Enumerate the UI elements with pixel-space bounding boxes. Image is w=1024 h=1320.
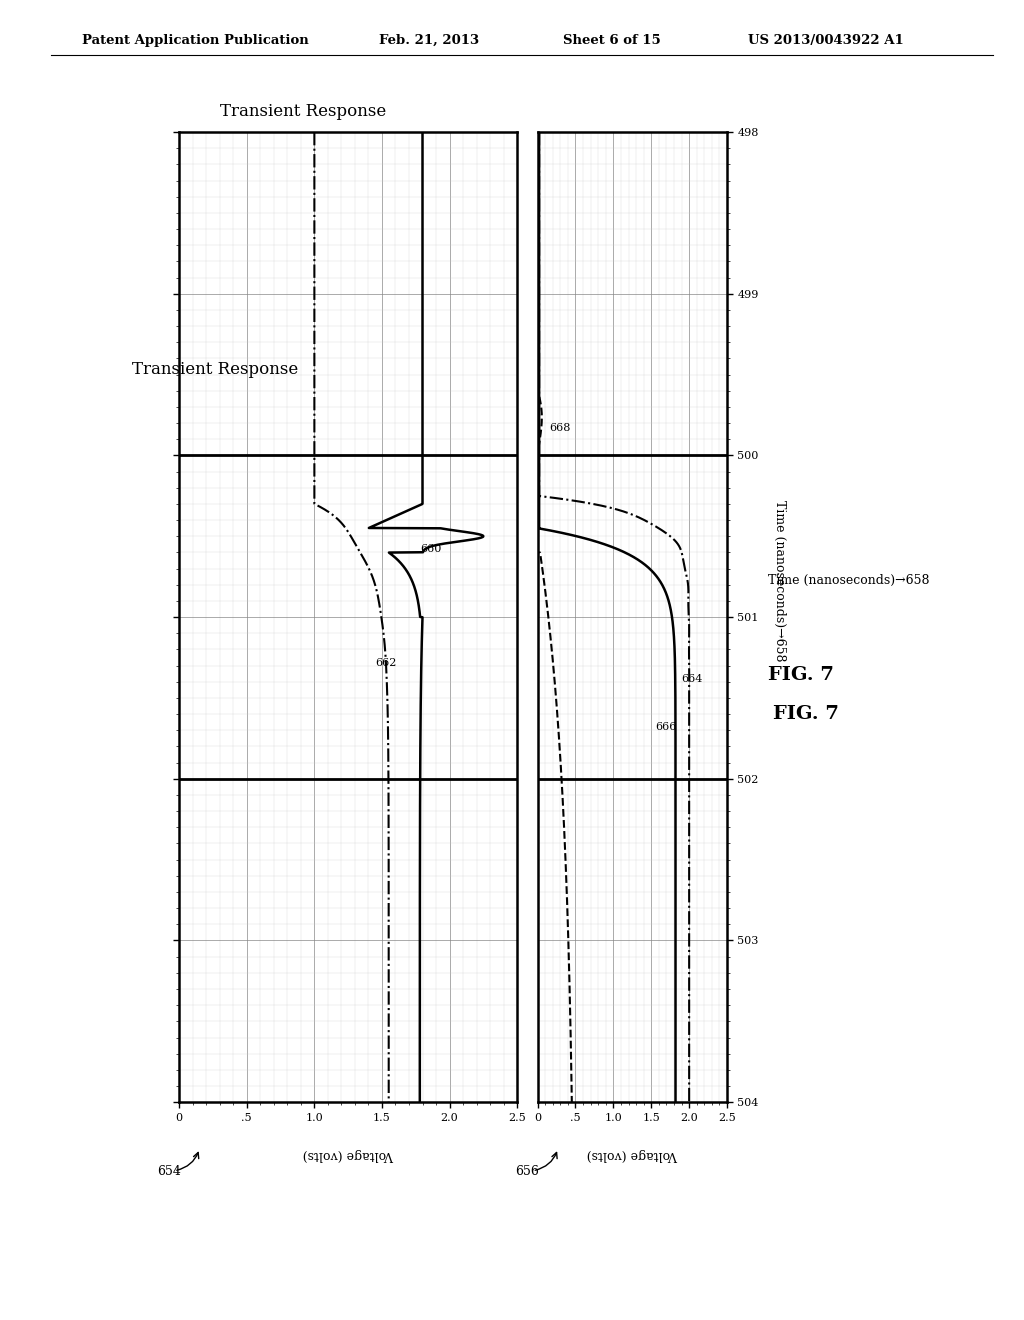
Text: Voltage (volts): Voltage (volts) (587, 1148, 678, 1162)
Text: 656: 656 (515, 1164, 540, 1177)
Text: Patent Application Publication: Patent Application Publication (82, 33, 308, 46)
Text: 662: 662 (375, 657, 396, 668)
Text: Time (nanoseconds)→658: Time (nanoseconds)→658 (773, 500, 786, 661)
Text: 664: 664 (682, 673, 702, 684)
Text: FIG. 7: FIG. 7 (768, 665, 834, 684)
Text: Time (nanoseconds)→658: Time (nanoseconds)→658 (768, 574, 930, 587)
Text: FIG. 7: FIG. 7 (773, 705, 839, 723)
Text: 666: 666 (655, 722, 677, 733)
Text: 654: 654 (157, 1164, 181, 1177)
Text: 668: 668 (549, 424, 570, 433)
Text: Sheet 6 of 15: Sheet 6 of 15 (563, 33, 660, 46)
Text: Transient Response: Transient Response (220, 103, 386, 120)
Text: Voltage (volts): Voltage (volts) (302, 1148, 394, 1162)
Text: Transient Response: Transient Response (132, 362, 298, 378)
Text: US 2013/0043922 A1: US 2013/0043922 A1 (748, 33, 903, 46)
Text: Feb. 21, 2013: Feb. 21, 2013 (379, 33, 479, 46)
Text: 660: 660 (420, 544, 441, 554)
